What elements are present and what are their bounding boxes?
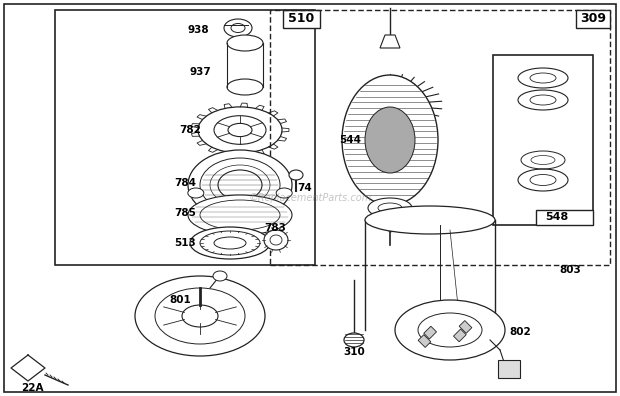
Ellipse shape: [182, 305, 218, 327]
Ellipse shape: [289, 170, 303, 180]
Ellipse shape: [188, 150, 292, 220]
Ellipse shape: [365, 107, 415, 173]
Ellipse shape: [227, 35, 263, 51]
Ellipse shape: [368, 198, 412, 218]
Bar: [493, 55, 593, 225]
Bar: [498, 360, 520, 378]
Text: 803: 803: [559, 265, 581, 275]
Text: 309: 309: [580, 13, 606, 25]
Text: ©ReplacementParts.com: ©ReplacementParts.com: [249, 193, 371, 203]
Bar: [424, 326, 436, 339]
Bar: [576, 10, 610, 28]
Text: 802: 802: [509, 327, 531, 337]
Bar: [283, 10, 320, 28]
Text: 785: 785: [174, 208, 196, 218]
Ellipse shape: [224, 19, 252, 37]
Ellipse shape: [342, 75, 438, 205]
Bar: [459, 321, 472, 333]
Ellipse shape: [344, 333, 364, 347]
Ellipse shape: [264, 230, 288, 250]
Ellipse shape: [188, 195, 292, 235]
Text: 22A: 22A: [20, 383, 43, 393]
Bar: [536, 210, 593, 225]
Ellipse shape: [365, 206, 495, 234]
Ellipse shape: [135, 276, 265, 356]
Text: 548: 548: [546, 212, 569, 222]
Text: 513: 513: [174, 238, 196, 248]
Text: 801: 801: [169, 295, 191, 305]
Text: 310: 310: [343, 347, 365, 357]
Ellipse shape: [395, 300, 505, 360]
Ellipse shape: [276, 188, 292, 198]
Bar: [270, 10, 610, 265]
Text: 783: 783: [264, 223, 286, 233]
Bar: [453, 329, 466, 342]
Ellipse shape: [190, 227, 270, 259]
Text: 784: 784: [174, 178, 196, 188]
Text: 544: 544: [339, 135, 361, 145]
Text: 74: 74: [298, 183, 312, 193]
Text: 937: 937: [189, 67, 211, 77]
Ellipse shape: [227, 79, 263, 95]
Text: 938: 938: [187, 25, 209, 35]
Text: 782: 782: [179, 125, 201, 135]
Polygon shape: [380, 35, 400, 48]
Bar: [55, 10, 315, 265]
Bar: [418, 335, 431, 347]
Ellipse shape: [188, 188, 204, 198]
Text: 510: 510: [288, 13, 314, 25]
Ellipse shape: [213, 271, 227, 281]
